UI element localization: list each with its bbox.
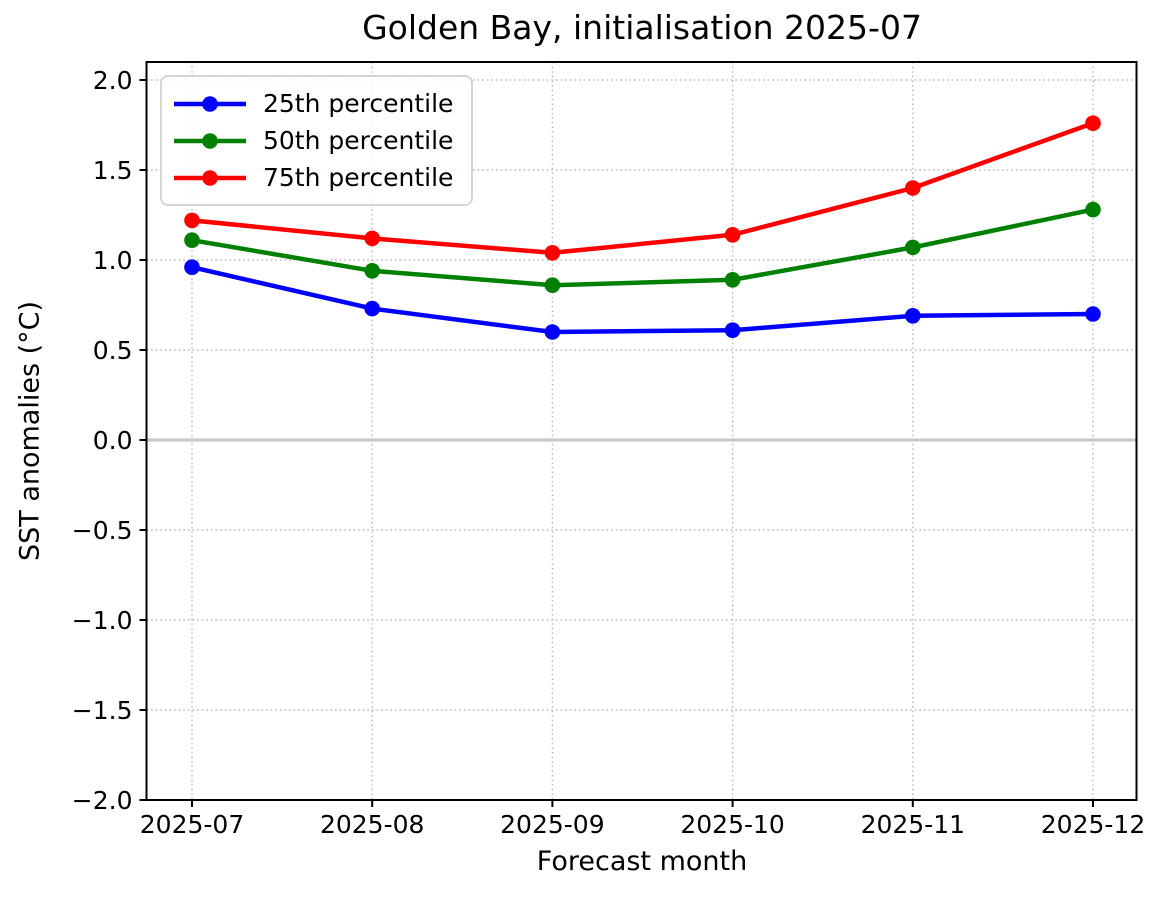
series-line-75th-percentile [189, 120, 1096, 256]
data-point-50th-percentile [724, 272, 741, 288]
x-tick-label: 2025-08 [320, 810, 424, 839]
y-tick-label: −1.0 [72, 606, 133, 635]
data-point-25th-percentile [184, 259, 200, 276]
legend: 25th percentile 50th percentile 75th perce… [160, 75, 473, 206]
chart-title: Golden Bay, initialisation 2025-07 [362, 8, 922, 47]
data-point-75th-percentile [1085, 115, 1101, 131]
series-line-25th-percentile [189, 264, 1096, 335]
legend-marker-50th-percentile-icon [174, 132, 246, 149]
legend-item-75th-percentile: 75th percentile [170, 165, 465, 190]
legend-item-25th-percentile: 25th percentile [170, 91, 465, 116]
data-point-50th-percentile [1085, 201, 1101, 218]
legend-label: 75th percentile [263, 163, 454, 192]
y-tick-label: −1.5 [72, 696, 133, 725]
x-axis-label: Forecast month [536, 846, 748, 877]
axes-frame [145, 61, 1138, 801]
data-point-25th-percentile [905, 308, 921, 324]
data-point-25th-percentile [364, 300, 381, 317]
y-tick-label: −0.5 [72, 516, 133, 545]
y-tick-label: −2.0 [72, 786, 133, 815]
legend-label: 50th percentile [263, 126, 454, 155]
data-point-25th-percentile [724, 322, 741, 339]
data-point-50th-percentile [544, 277, 561, 294]
x-tick-label: 2025-11 [861, 810, 965, 839]
legend-marker-75th-percentile-icon [174, 169, 246, 186]
y-axis-label: SST anomalies (°C) [14, 300, 46, 562]
x-tick-label: 2025-10 [680, 810, 784, 839]
data-point-50th-percentile [905, 239, 921, 256]
legend-label: 25th percentile [263, 89, 454, 118]
data-point-75th-percentile [724, 227, 741, 243]
data-point-25th-percentile [1085, 306, 1101, 322]
legend-marker-25th-percentile-icon [174, 95, 246, 112]
data-point-75th-percentile [364, 230, 381, 247]
data-point-75th-percentile [905, 180, 921, 196]
data-point-25th-percentile [544, 324, 561, 340]
data-point-50th-percentile [364, 263, 381, 279]
y-tick-label: 0.0 [93, 426, 133, 455]
legend-item-50th-percentile: 50th percentile [170, 128, 465, 153]
x-tick-label: 2025-09 [500, 810, 604, 839]
y-tick-label: 1.0 [93, 246, 133, 275]
y-tick-label: 1.5 [93, 156, 133, 185]
y-tick-label: 0.5 [93, 336, 133, 365]
data-point-50th-percentile [184, 232, 200, 248]
data-point-75th-percentile [184, 212, 200, 229]
x-tick-label: 2025-07 [140, 810, 244, 839]
series-line-50th-percentile [189, 207, 1096, 288]
y-tick-label: 2.0 [93, 66, 133, 95]
x-tick-label: 2025-12 [1041, 810, 1145, 839]
data-point-75th-percentile [544, 245, 561, 261]
